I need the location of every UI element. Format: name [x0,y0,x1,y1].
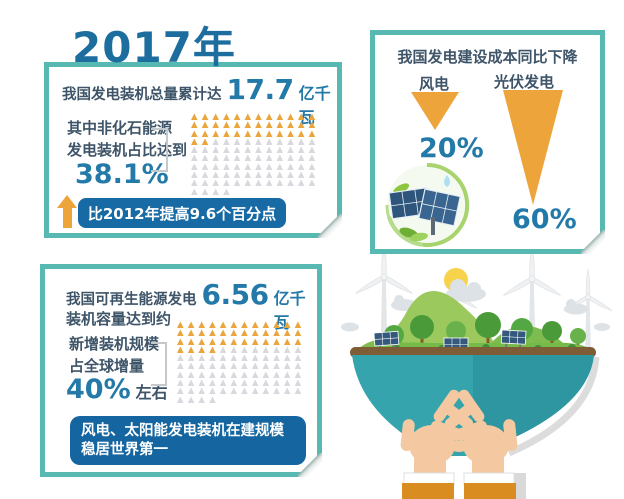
cloud-icon [341,279,610,332]
solar-power-label: 光伏发电 [494,73,555,91]
hand-shadow [514,473,526,499]
panel-total-installed-capacity: 我国发电装机总量累计达 17.7 亿千瓦 其中非化石能源 发电装机占比达到 38… [44,62,342,238]
panel-construction-cost-decline: 我国发电建设成本同比下降 风电 光伏发电 20% 60% [370,30,605,254]
cost-decline-title: 我国发电建设成本同比下降 [397,48,578,66]
connector-bracket [151,342,167,386]
new-capacity-share-value: 40% 左右 [66,374,168,405]
page-fold-corner [298,453,322,477]
solar-decline-value: 60% [512,204,577,235]
wind-decline-value: 20% [419,133,484,164]
non-fossil-share-label: 其中非化石能源 发电装机占比达到 [67,119,188,159]
installed-capacity-unit: 亿千瓦 [298,84,331,127]
hand-right-icon [429,389,518,499]
page-title: 2017年 [72,23,236,72]
renewable-capacity-value: 6.56 [201,278,270,311]
down-arrow-large-icon [503,90,563,205]
renewable-capacity-headline: 我国可再生能源发电 6.56 亿千瓦 [66,281,317,333]
bowl-shadow [507,356,600,457]
new-capacity-share-label: 新增装机规模 占全球增量 [69,335,160,375]
renewable-capacity-unit: 亿千瓦 [273,289,306,332]
up-arrow-icon [57,195,77,228]
comparison-note-badge: 比2012年提高9.6个百分点 [78,198,286,228]
installed-capacity-value: 17.7 [226,73,295,106]
installed-capacity-label: 我国发电装机总量累计达 [62,87,222,103]
page-fold-corner [581,230,605,254]
renewable-capacity-label: 我国可再生能源发电 [66,292,197,308]
pictograph-grid-non-fossil: ▲ ▲ ▲ ▲ ▲ ▲ ▲ ▲ ▲ ▲ ▲ ▲ ▲ ▲ ▲ ▲ ▲ ▲ ▲ ▲ ▲ ▲ ▲ ▲ ▲ ▲ ▲ ▲ ▲ ▲ ▲ ▲ ▲ ▲ ▲ ▲ ▲ ▲ ▲ ▲… [191,112,316,197]
connector-bracket [151,128,168,172]
wind-power-label: 风电 [419,75,450,93]
page-fold-corner [318,214,342,238]
non-fossil-share-value: 38.1% [75,159,169,190]
world-first-note-badge: 风电、太阳能发电装机在建规模 稳居世界第一 [70,416,306,465]
panel-renewable-capacity: 我国可再生能源发电 6.56 亿千瓦 装机容量达到约 新增装机规模 占全球增量 … [40,264,322,477]
installed-capacity-headline: 我国发电装机总量累计达 17.7 亿千瓦 [62,76,337,128]
pictograph-grid-new-capacity: ▲ ▲ ▲ ▲ ▲ ▲ ▲ ▲ ▲ ▲ ▲ ▲ ▲ ▲ ▲ ▲ ▲ ▲ ▲ ▲ ▲ ▲ ▲ ▲ ▲ ▲ ▲ ▲ ▲ ▲ ▲ ▲ ▲ ▲ ▲ ▲ ▲ ▲ ▲ ▲… [177,320,302,405]
solar-panel-badge-icon [385,162,470,247]
earth-in-hands-illustration [341,247,613,499]
renewable-capacity-label-2: 装机容量达到约 [66,310,172,328]
down-arrow-small-icon [411,92,459,130]
